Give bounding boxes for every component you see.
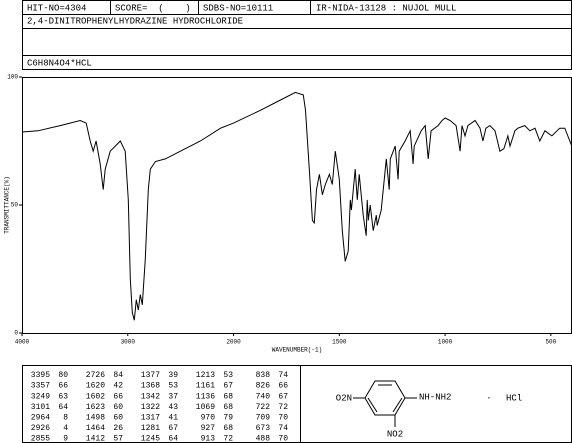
peak-transmittance: 4 (63, 424, 68, 433)
header-box (22, 0, 572, 70)
peak-wavenumber: 1281 (141, 424, 160, 433)
peak-wavenumber: 673 (256, 424, 271, 433)
peak-transmittance: 74 (278, 371, 288, 380)
peak-transmittance: 66 (278, 382, 288, 391)
peak-transmittance: 60 (113, 414, 123, 423)
peak-transmittance: 68 (223, 424, 233, 433)
peak-transmittance: 53 (168, 382, 178, 391)
score: SCORE= ( ) (115, 3, 191, 13)
x-tick-label: 2000 (226, 339, 241, 346)
spectrum-line (21, 91, 572, 321)
x-tick-label: 3000 (121, 339, 136, 346)
peak-transmittance: 57 (113, 435, 123, 443)
peak-wavenumber: 1602 (86, 392, 105, 401)
peak-transmittance: 67 (278, 392, 288, 401)
nitro-bottom: NO2 (387, 429, 403, 439)
benzene-ring (353, 380, 417, 427)
peak-transmittance: 39 (168, 371, 178, 380)
peak-transmittance: 70 (278, 435, 288, 443)
peak-wavenumber: 2855 (31, 435, 50, 443)
peak-wavenumber: 1161 (196, 382, 215, 391)
peak-wavenumber: 913 (201, 435, 216, 443)
sdbs-no: SDBS-NO=10111 (203, 3, 273, 13)
x-tick-label: 1500 (332, 339, 347, 346)
peak-wavenumber: 1069 (196, 403, 215, 412)
x-tick-label: 1000 (438, 339, 453, 346)
plot-frame (22, 77, 572, 334)
peak-transmittance: 84 (113, 371, 123, 380)
peak-transmittance: 67 (168, 424, 178, 433)
y-tick-label: 100 (7, 74, 18, 81)
peak-wavenumber: 1377 (141, 371, 160, 380)
peak-wavenumber: 1317 (141, 414, 160, 423)
peak-transmittance: 63 (58, 392, 68, 401)
peak-transmittance: 68 (223, 392, 233, 401)
peak-transmittance: 72 (223, 435, 233, 443)
peak-wavenumber: 927 (201, 424, 216, 433)
compound-name: 2,4-DINITROPHENYLHYDRAZINE HYDROCHLORIDE (27, 16, 243, 26)
y-axis-label: TRANSMITTANCE(%) (4, 176, 11, 234)
peak-transmittance: 72 (278, 403, 288, 412)
x-tick-label: 500 (545, 339, 556, 346)
formula: C6H8N4O4*HCL (27, 58, 92, 68)
peak-wavenumber: 1136 (196, 392, 215, 401)
peak-transmittance: 60 (113, 403, 123, 412)
dot: · (486, 393, 491, 403)
peak-transmittance: 67 (223, 382, 233, 391)
peak-transmittance: 26 (113, 424, 123, 433)
peak-wavenumber: 3249 (31, 392, 50, 401)
peak-wavenumber: 740 (256, 392, 271, 401)
peak-transmittance: 8 (63, 414, 68, 423)
peak-wavenumber: 2964 (31, 414, 50, 423)
y-tick-label: 50 (11, 202, 19, 209)
peak-transmittance: 9 (63, 435, 68, 443)
nitro-left: O2N (336, 393, 352, 403)
peak-wavenumber: 3357 (31, 382, 50, 391)
peak-transmittance: 42 (113, 382, 123, 391)
peak-wavenumber: 970 (201, 414, 216, 423)
peak-transmittance: 53 (223, 371, 233, 380)
peak-wavenumber: 709 (256, 414, 271, 423)
peak-wavenumber: 1245 (141, 435, 160, 443)
peak-wavenumber: 3101 (31, 403, 50, 412)
peak-transmittance: 64 (58, 403, 68, 412)
peak-wavenumber: 1623 (86, 403, 105, 412)
peak-wavenumber: 1342 (141, 392, 160, 401)
peak-transmittance: 70 (278, 414, 288, 423)
hydrazine: NH-NH2 (419, 392, 451, 402)
y-tick-label: 0 (14, 330, 18, 337)
peak-wavenumber: 1213 (196, 371, 215, 380)
peak-transmittance: 80 (58, 371, 68, 380)
peak-wavenumber: 1368 (141, 382, 160, 391)
peak-wavenumber: 838 (256, 371, 271, 380)
peak-wavenumber: 3395 (31, 371, 50, 380)
peak-wavenumber: 722 (256, 403, 271, 412)
peak-wavenumber: 1322 (141, 403, 160, 412)
peak-transmittance: 41 (168, 414, 178, 423)
peak-wavenumber: 488 (256, 435, 271, 443)
method: IR-NIDA-13128 : NUJOL MULL (316, 3, 456, 13)
peak-wavenumber: 2926 (31, 424, 50, 433)
peak-transmittance: 66 (113, 392, 123, 401)
peak-wavenumber: 2726 (86, 371, 105, 380)
peak-transmittance: 66 (58, 382, 68, 391)
peak-transmittance: 37 (168, 392, 178, 401)
peak-transmittance: 68 (223, 403, 233, 412)
hit-no: HIT-NO=4304 (27, 3, 86, 13)
salt: HCl (506, 393, 522, 403)
peak-transmittance: 64 (168, 435, 178, 443)
x-axis-label: WAVENUMBER(-1) (272, 347, 322, 354)
peak-transmittance: 79 (223, 414, 233, 423)
peak-wavenumber: 1412 (86, 435, 105, 443)
peak-transmittance: 43 (168, 403, 178, 412)
peak-wavenumber: 826 (256, 382, 271, 391)
peak-wavenumber: 1620 (86, 382, 105, 391)
peak-transmittance: 74 (278, 424, 288, 433)
peak-wavenumber: 1464 (86, 424, 105, 433)
peak-wavenumber: 1498 (86, 414, 105, 423)
x-tick-label: 4000 (15, 339, 30, 346)
